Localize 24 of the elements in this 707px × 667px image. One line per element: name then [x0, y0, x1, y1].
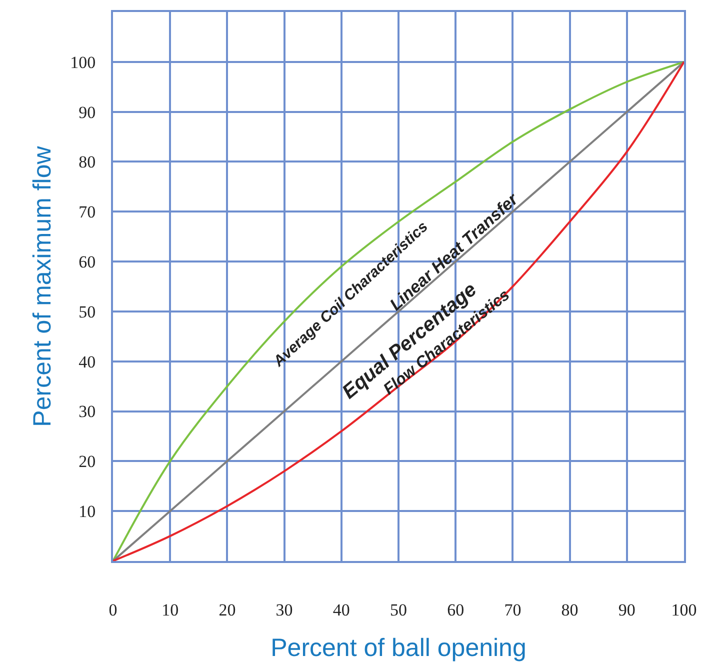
y-axis-title: Percent of maximum flow [28, 145, 56, 427]
x-tick-label: 30 [276, 600, 293, 620]
y-tick-label: 100 [70, 52, 96, 72]
x-tick-label: 50 [390, 600, 407, 620]
x-tick-label: 100 [671, 600, 697, 620]
y-tick-label: 10 [78, 502, 96, 522]
x-tick-label: 80 [561, 600, 578, 620]
x-axis-title: Percent of ball opening [270, 634, 526, 662]
y-tick-label: 60 [78, 252, 96, 272]
y-tick-label: 70 [78, 202, 96, 222]
x-tick-label: 70 [504, 600, 522, 620]
y-tick-label: 50 [78, 302, 96, 322]
y-tick-label: 40 [78, 352, 96, 372]
x-tick-label: 10 [162, 600, 179, 620]
y-tick-label: 20 [78, 452, 96, 472]
x-tick-label: 20 [218, 600, 236, 620]
y-tick-label: 30 [78, 402, 96, 422]
x-tick-label: 90 [618, 600, 636, 620]
y-tick-label: 80 [78, 152, 96, 172]
x-tick-label: 0 [108, 600, 118, 620]
x-tick-label: 40 [332, 600, 350, 620]
y-tick-label: 90 [78, 102, 96, 122]
x-tick-label: 60 [447, 600, 464, 620]
line-series [113, 60, 684, 561]
